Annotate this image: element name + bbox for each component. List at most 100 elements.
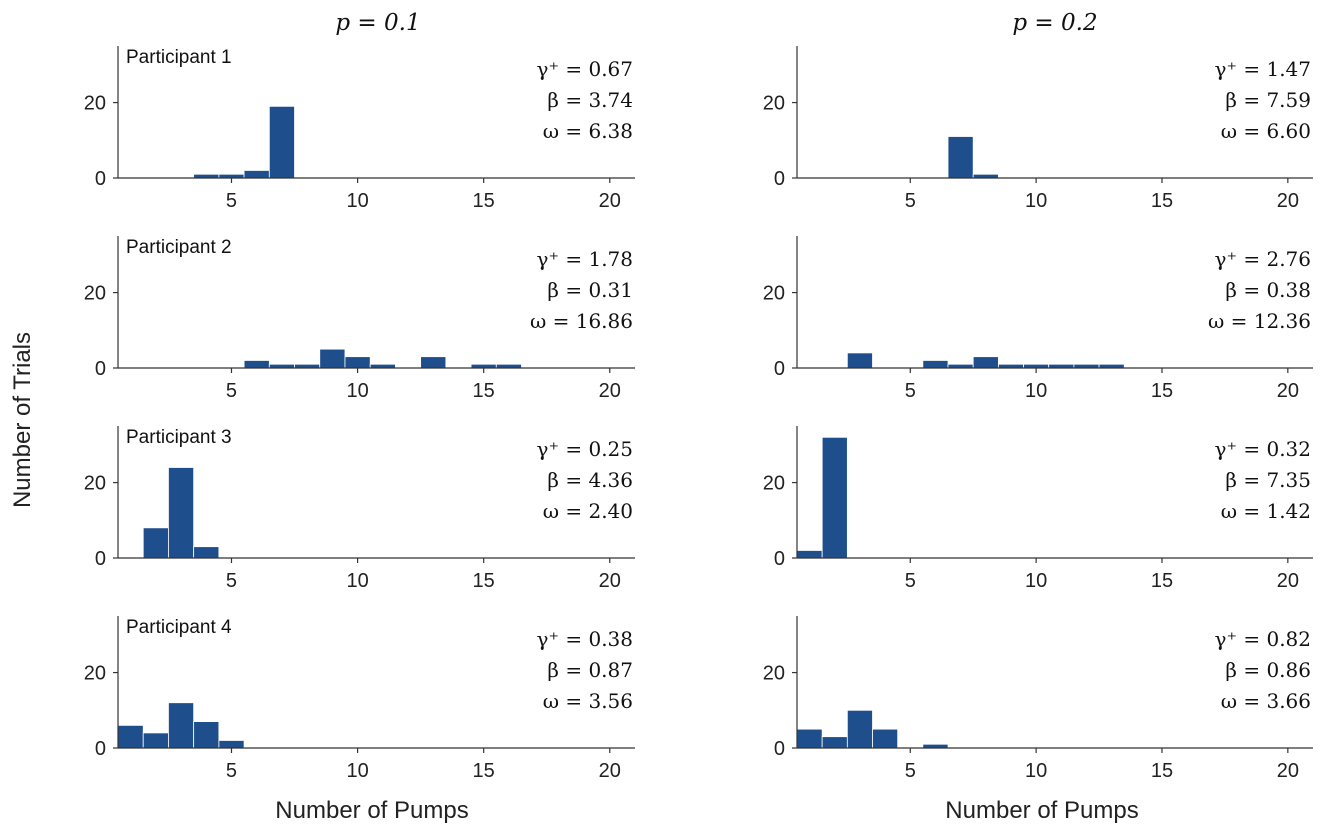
histogram-bar [821, 436, 848, 559]
x-tick-label: 20 [1277, 760, 1299, 782]
x-tick-label: 15 [1151, 760, 1173, 782]
parameter-annotation: γ⁺ = 0.25 [536, 437, 633, 461]
parameter-annotation: β = 4.36 [547, 468, 633, 492]
y-tick-label: 20 [84, 663, 106, 685]
y-tick-label: 0 [95, 738, 106, 760]
parameter-annotation: ω = 3.56 [543, 689, 633, 713]
panel-8: 0 20 5 10 15 20 γ⁺ = 0.82 β = 0.86 ω = 3.66 [763, 616, 1313, 782]
y-tick-label: 0 [774, 168, 785, 190]
parameter-annotation: γ⁺ = 0.82 [1214, 627, 1311, 651]
y-tick-label: 0 [95, 548, 106, 570]
parameter-annotation: β = 0.31 [547, 278, 633, 302]
parameter-annotation: γ⁺ = 2.76 [1214, 247, 1311, 271]
y-tick-label: 20 [84, 283, 106, 305]
participant-label: Participant 1 [126, 47, 232, 68]
y-tick-label: 0 [774, 548, 785, 570]
column-title-p02: p = 0.2 [1012, 10, 1097, 36]
histogram-bar [344, 356, 371, 369]
x-tick-label: 20 [599, 190, 621, 212]
histogram-bar [846, 352, 873, 369]
y-tick-label: 20 [84, 473, 106, 495]
histogram-bar [821, 736, 848, 749]
x-tick-label: 10 [1025, 760, 1047, 782]
histogram-bar [193, 546, 220, 559]
histogram-bar [420, 356, 447, 369]
x-tick-label: 10 [346, 380, 368, 402]
y-tick-label: 0 [774, 358, 785, 380]
histogram-bar [947, 136, 974, 179]
x-tick-label: 5 [905, 380, 916, 402]
histogram-bar [796, 728, 823, 749]
x-tick-label: 10 [1025, 570, 1047, 592]
histogram-bar [168, 702, 195, 749]
x-tick-label: 5 [226, 570, 237, 592]
y-axis-title: Number of Trials [9, 332, 36, 508]
x-tick-label: 15 [473, 380, 495, 402]
panels-group: 0 20 5 10 15 20 Participant 1 γ⁺ = 0.67 β = 3.74… [84, 46, 1313, 782]
histogram-bar [268, 105, 295, 179]
parameter-annotation: ω = 2.40 [543, 499, 633, 523]
parameter-annotation: γ⁺ = 0.38 [536, 627, 633, 651]
panel-7: 0 20 5 10 15 20 Participant 4 γ⁺ = 0.38 β = 0.87… [84, 616, 635, 782]
x-tick-label: 20 [599, 570, 621, 592]
x-tick-label: 5 [905, 190, 916, 212]
histogram-bar [117, 724, 144, 749]
x-tick-label: 15 [1151, 570, 1173, 592]
histogram-bar [218, 740, 245, 749]
histogram-bar [319, 348, 346, 369]
x-tick-label: 5 [226, 760, 237, 782]
y-tick-label: 0 [774, 738, 785, 760]
x-tick-label: 20 [1277, 190, 1299, 212]
parameter-annotation: ω = 3.66 [1221, 689, 1311, 713]
x-tick-label: 15 [473, 190, 495, 212]
parameter-annotation: β = 0.38 [1225, 278, 1311, 302]
y-tick-label: 20 [763, 663, 785, 685]
panel-1: 0 20 5 10 15 20 Participant 1 γ⁺ = 0.67 β = 3.74… [84, 46, 635, 212]
histogram-bar [922, 360, 949, 369]
parameter-annotation: ω = 6.60 [1221, 119, 1311, 143]
panel-5: 0 20 5 10 15 20 Participant 3 γ⁺ = 0.25 β = 4.36… [84, 426, 635, 592]
histogram-bar [243, 360, 270, 369]
column-title-p01: p = 0.1 [335, 10, 420, 36]
x-tick-label: 15 [473, 570, 495, 592]
parameter-annotation: γ⁺ = 1.78 [536, 247, 633, 271]
x-tick-label: 20 [1277, 380, 1299, 402]
y-tick-label: 20 [84, 93, 106, 115]
parameter-annotation: β = 0.87 [547, 658, 633, 682]
x-tick-label: 15 [473, 760, 495, 782]
x-tick-label: 5 [226, 380, 237, 402]
parameter-annotation: ω = 1.42 [1221, 499, 1311, 523]
parameter-annotation: ω = 6.38 [543, 119, 633, 143]
parameter-annotation: β = 3.74 [547, 88, 633, 112]
x-tick-label: 5 [905, 760, 916, 782]
parameter-annotation: γ⁺ = 0.67 [536, 57, 633, 81]
parameter-annotation: β = 7.59 [1225, 88, 1311, 112]
parameter-annotation: β = 0.86 [1225, 658, 1311, 682]
x-tick-label: 10 [346, 570, 368, 592]
y-tick-label: 20 [763, 473, 785, 495]
x-tick-label: 15 [1151, 380, 1173, 402]
parameter-annotation: ω = 12.36 [1208, 309, 1311, 333]
histogram-bar [168, 467, 195, 559]
x-tick-label: 20 [599, 380, 621, 402]
y-tick-label: 20 [763, 283, 785, 305]
y-tick-label: 0 [95, 168, 106, 190]
histogram-bar [846, 709, 873, 749]
parameter-annotation: ω = 16.86 [530, 309, 633, 333]
histogram-bar [142, 527, 169, 559]
parameter-annotation: γ⁺ = 1.47 [1214, 57, 1311, 81]
x-tick-label: 10 [346, 190, 368, 212]
panel-3: 0 20 5 10 15 20 Participant 2 γ⁺ = 1.78 β = 0.31… [84, 236, 635, 402]
x-tick-label: 10 [346, 760, 368, 782]
x-tick-label: 10 [1025, 190, 1047, 212]
x-axis-title-left: Number of Pumps [275, 797, 468, 824]
histogram-bar [243, 170, 270, 179]
histogram-bar [972, 356, 999, 369]
parameter-annotation: β = 7.35 [1225, 468, 1311, 492]
histogram-bar [142, 732, 169, 749]
x-tick-label: 5 [226, 190, 237, 212]
participant-label: Participant 4 [126, 617, 232, 638]
panel-6: 0 20 5 10 15 20 γ⁺ = 0.32 β = 7.35 ω = 1.42 [763, 426, 1313, 592]
histogram-bar [796, 550, 823, 559]
